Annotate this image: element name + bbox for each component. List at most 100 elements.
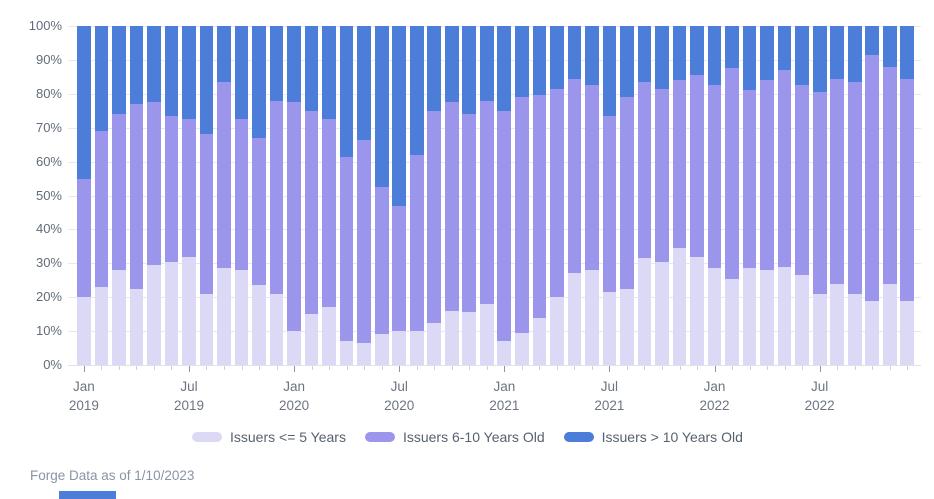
segment-gt10yr[interactable] <box>847 26 862 82</box>
segment-le5yr[interactable] <box>409 331 424 365</box>
segment-le5yr[interactable] <box>339 341 354 365</box>
segment-gt10yr[interactable] <box>760 26 774 81</box>
bar-may-2021[interactable] <box>567 26 582 365</box>
bar-dec-2022[interactable] <box>900 26 915 365</box>
segment-le5yr[interactable] <box>462 312 477 365</box>
segment-gt10yr[interactable] <box>777 26 792 71</box>
segment-gt10yr[interactable] <box>199 26 214 135</box>
bar-sep-2020[interactable] <box>427 26 442 365</box>
segment-gt10yr[interactable] <box>409 26 424 155</box>
segment-gt10yr[interactable] <box>585 26 599 86</box>
segment-6-10yr[interactable] <box>287 102 301 332</box>
segment-gt10yr[interactable] <box>900 26 915 79</box>
bar-apr-2022[interactable] <box>760 26 774 365</box>
segment-le5yr[interactable] <box>725 278 739 365</box>
segment-gt10yr[interactable] <box>374 26 389 188</box>
segment-gt10yr[interactable] <box>444 26 459 103</box>
segment-le5yr[interactable] <box>532 317 547 365</box>
bar-jan-2020[interactable] <box>287 26 301 365</box>
bar-feb-2020[interactable] <box>304 26 319 365</box>
bar-jun-2022[interactable] <box>795 26 809 365</box>
segment-6-10yr[interactable] <box>479 100 494 304</box>
segment-le5yr[interactable] <box>182 256 196 365</box>
segment-6-10yr[interactable] <box>199 134 214 294</box>
segment-gt10yr[interactable] <box>725 26 739 69</box>
bar-aug-2019[interactable] <box>199 26 214 365</box>
legend-item-6-10yr[interactable]: Issuers 6-10 Years Old <box>364 429 545 445</box>
segment-gt10yr[interactable] <box>427 26 442 111</box>
bar-apr-2021[interactable] <box>550 26 564 365</box>
segment-6-10yr[interactable] <box>882 66 897 284</box>
segment-gt10yr[interactable] <box>690 26 704 76</box>
segment-6-10yr[interactable] <box>164 115 179 262</box>
bar-jun-2021[interactable] <box>585 26 599 365</box>
segment-gt10yr[interactable] <box>304 26 319 111</box>
segment-6-10yr[interactable] <box>77 178 91 298</box>
segment-6-10yr[interactable] <box>217 81 231 269</box>
segment-le5yr[interactable] <box>637 258 652 365</box>
bar-feb-2021[interactable] <box>515 26 529 365</box>
segment-6-10yr[interactable] <box>742 90 757 269</box>
bar-jul-2022[interactable] <box>812 26 827 365</box>
segment-le5yr[interactable] <box>672 248 687 365</box>
bar-nov-2019[interactable] <box>252 26 266 365</box>
segment-le5yr[interactable] <box>585 270 599 365</box>
bar-may-2022[interactable] <box>777 26 792 365</box>
segment-gt10yr[interactable] <box>830 26 845 79</box>
segment-6-10yr[interactable] <box>672 80 687 249</box>
segment-6-10yr[interactable] <box>339 156 354 342</box>
segment-le5yr[interactable] <box>287 331 301 365</box>
segment-le5yr[interactable] <box>567 273 582 365</box>
bar-jan-2022[interactable] <box>707 26 722 365</box>
segment-6-10yr[interactable] <box>812 92 827 294</box>
segment-gt10yr[interactable] <box>865 26 880 55</box>
segment-le5yr[interactable] <box>847 293 862 365</box>
segment-6-10yr[interactable] <box>182 119 196 257</box>
segment-6-10yr[interactable] <box>304 110 319 315</box>
segment-6-10yr[interactable] <box>409 154 424 332</box>
segment-le5yr[interactable] <box>94 287 109 365</box>
legend-item-le5yr[interactable]: Issuers <= 5 Years <box>192 429 346 445</box>
segment-6-10yr[interactable] <box>269 100 284 294</box>
segment-le5yr[interactable] <box>304 314 319 365</box>
segment-le5yr[interactable] <box>812 293 827 365</box>
segment-gt10yr[interactable] <box>287 26 301 103</box>
segment-le5yr[interactable] <box>760 270 774 365</box>
segment-6-10yr[interactable] <box>830 78 845 284</box>
segment-6-10yr[interactable] <box>725 68 739 279</box>
bar-dec-2021[interactable] <box>690 26 704 365</box>
segment-gt10yr[interactable] <box>532 26 547 96</box>
bar-oct-2021[interactable] <box>655 26 669 365</box>
segment-6-10yr[interactable] <box>234 119 249 271</box>
segment-le5yr[interactable] <box>444 310 459 365</box>
segment-le5yr[interactable] <box>830 283 845 365</box>
bar-nov-2020[interactable] <box>462 26 477 365</box>
segment-le5yr[interactable] <box>147 264 161 365</box>
segment-gt10yr[interactable] <box>602 26 617 116</box>
segment-gt10yr[interactable] <box>234 26 249 120</box>
segment-6-10yr[interactable] <box>567 78 582 274</box>
segment-6-10yr[interactable] <box>795 85 809 276</box>
bar-jun-2019[interactable] <box>164 26 179 365</box>
segment-6-10yr[interactable] <box>532 95 547 318</box>
segment-le5yr[interactable] <box>217 268 231 365</box>
bar-apr-2019[interactable] <box>129 26 144 365</box>
legend-item-gt10yr[interactable]: Issuers > 10 Years Old <box>563 429 743 445</box>
segment-6-10yr[interactable] <box>760 80 774 271</box>
segment-gt10yr[interactable] <box>637 26 652 82</box>
segment-le5yr[interactable] <box>357 342 371 365</box>
segment-gt10yr[interactable] <box>392 26 407 206</box>
bar-feb-2019[interactable] <box>94 26 109 365</box>
segment-6-10yr[interactable] <box>900 78 915 301</box>
segment-6-10yr[interactable] <box>462 114 477 313</box>
segment-gt10yr[interactable] <box>252 26 266 138</box>
bar-apr-2020[interactable] <box>339 26 354 365</box>
segment-gt10yr[interactable] <box>707 26 722 86</box>
segment-gt10yr[interactable] <box>742 26 757 91</box>
segment-6-10yr[interactable] <box>427 110 442 323</box>
bar-jul-2020[interactable] <box>392 26 407 365</box>
segment-6-10yr[interactable] <box>497 110 512 342</box>
segment-6-10yr[interactable] <box>655 88 669 262</box>
segment-le5yr[interactable] <box>252 285 266 365</box>
segment-6-10yr[interactable] <box>707 85 722 269</box>
